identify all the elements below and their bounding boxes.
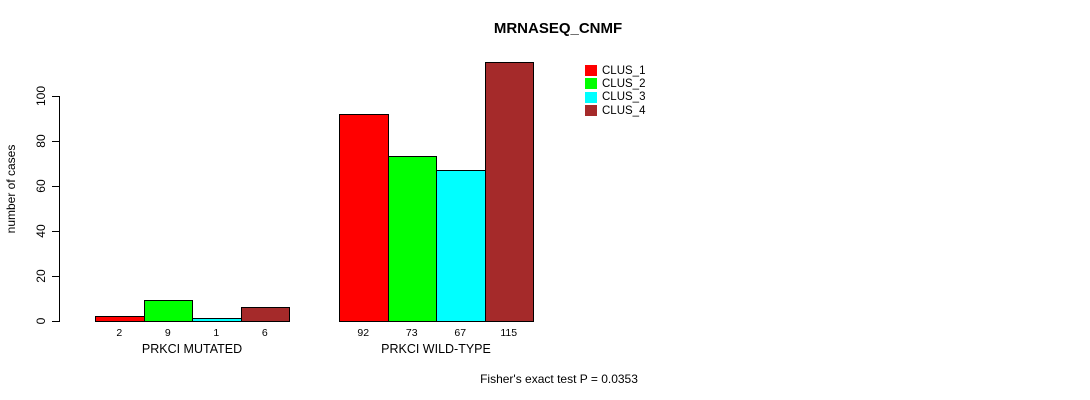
bar-clus_3-wild-type <box>436 169 486 322</box>
bar-clus_3-mutated <box>192 318 242 322</box>
bar-clus_2-wild-type <box>387 156 437 322</box>
y-axis-tick-label: 60 <box>34 178 48 193</box>
bar-clus_4-wild-type <box>484 61 534 322</box>
legend-item-clus_4: CLUS_4 <box>585 104 645 117</box>
legend: CLUS_1 CLUS_2 CLUS_3 CLUS_4 <box>585 64 645 117</box>
legend-label: CLUS_4 <box>602 104 646 117</box>
bar-clus_4-mutated <box>240 307 290 322</box>
legend-swatch-clus_1 <box>585 65 597 77</box>
bar-value-label: 115 <box>500 326 518 339</box>
bar-clus_1-mutated <box>95 316 145 322</box>
legend-label: CLUS_2 <box>602 77 646 90</box>
legend-label: CLUS_3 <box>602 91 646 104</box>
bar-value-label: 2 <box>116 326 123 339</box>
y-axis-tick <box>52 95 59 97</box>
bar-value-label: 67 <box>454 326 467 339</box>
legend-item-clus_3: CLUS_3 <box>585 91 645 104</box>
bar-clus_1-wild-type <box>339 113 389 322</box>
statistical-test-note: Fisher's exact test P = 0.0353 <box>480 372 638 386</box>
legend-item-clus_2: CLUS_2 <box>585 77 645 90</box>
legend-label: CLUS_1 <box>602 64 646 77</box>
y-axis-tick <box>52 140 59 142</box>
y-axis-tick-label: 20 <box>34 268 48 283</box>
legend-swatch-clus_2 <box>585 78 597 90</box>
bar-value-label: 92 <box>357 326 370 339</box>
group-label: PRKCI MUTATED <box>141 341 243 356</box>
y-axis-tick-label: 100 <box>34 85 48 106</box>
legend-swatch-clus_3 <box>585 91 597 103</box>
y-axis-title: number of cases <box>4 144 18 234</box>
y-axis-tick-label: 80 <box>34 133 48 148</box>
bar-clus_2-mutated <box>143 300 193 322</box>
bar-value-label: 1 <box>213 326 220 339</box>
y-axis-tick <box>52 275 59 277</box>
group-label: PRKCI WILD-TYPE <box>381 341 491 356</box>
y-axis-tick-label: 40 <box>34 223 48 238</box>
bar-value-label: 9 <box>164 326 171 339</box>
chart-title: MRNASEQ_CNMF <box>493 20 623 37</box>
legend-item-clus_1: CLUS_1 <box>585 64 645 77</box>
y-axis-tick <box>52 185 59 187</box>
y-axis-line <box>59 95 60 322</box>
bar-value-label: 6 <box>261 326 268 339</box>
y-axis-tick <box>52 320 59 322</box>
legend-swatch-clus_4 <box>585 105 597 117</box>
y-axis-tick-label: 0 <box>34 317 48 324</box>
bar-value-label: 73 <box>405 326 418 339</box>
y-axis-tick <box>52 230 59 232</box>
